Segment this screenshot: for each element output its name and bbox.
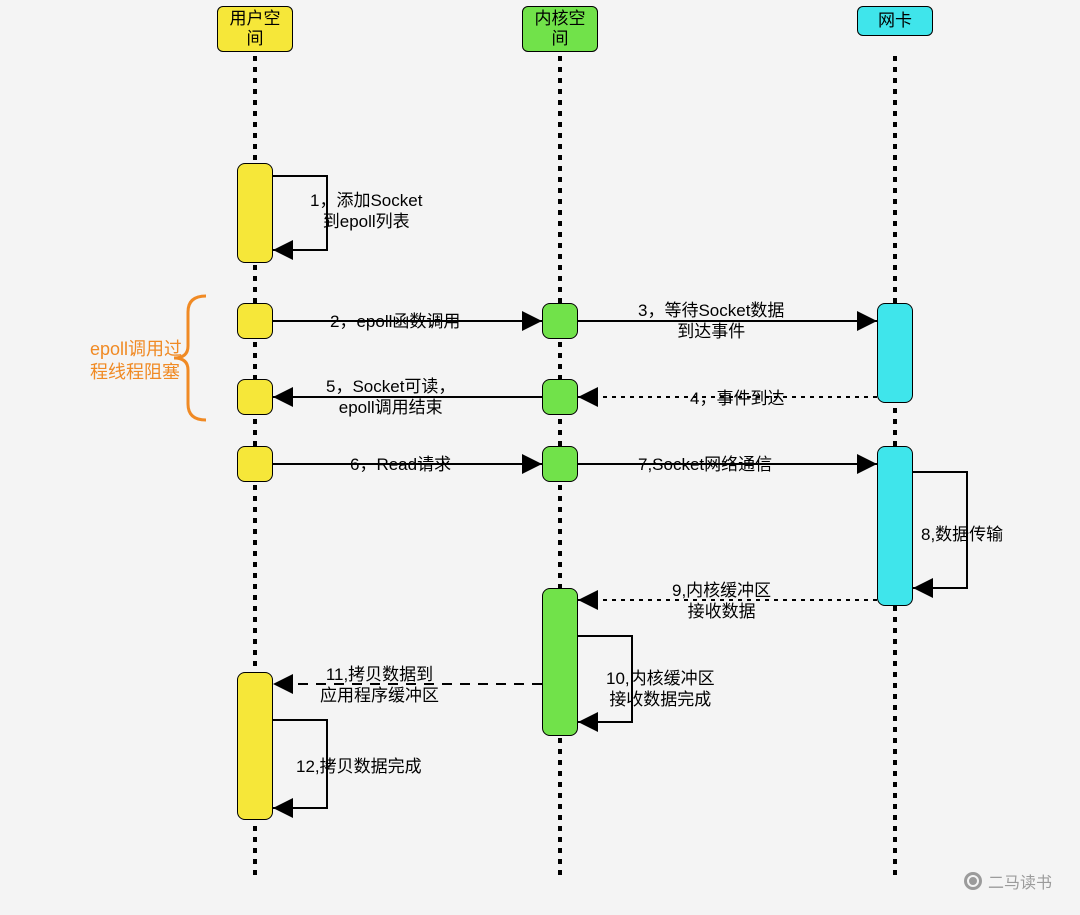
activation-a-kern-4: [542, 588, 578, 736]
message-label-m6: 6，Read请求: [350, 454, 451, 475]
activation-a-kern-3: [542, 446, 578, 482]
lane-label: 网卡: [878, 11, 912, 31]
message-label-m10: 10,内核缓冲区 接收数据完成: [606, 668, 715, 711]
message-label-m1: 1，添加Socket 到epoll列表: [310, 190, 422, 233]
message-label-m2: 2，epoll函数调用: [330, 311, 460, 332]
lane-label: 内核空 间: [535, 9, 586, 50]
activation-a-user-1: [237, 163, 273, 263]
message-label-m3: 3，等待Socket数据 到达事件: [638, 300, 784, 343]
message-label-m7: 7,Socket网络通信: [638, 454, 772, 475]
message-label-m12: 12,拷贝数据完成: [296, 756, 422, 777]
activation-a-user-2: [237, 303, 273, 339]
activation-a-nic-1: [877, 303, 913, 403]
diagram-svg: [0, 0, 1080, 915]
lane-header-user: 用户空 间: [217, 6, 293, 52]
bracket-label: epoll调用过 程线程阻塞: [90, 338, 182, 385]
watermark-text: 二马读书: [988, 869, 1052, 893]
watermark: 二马读书: [964, 869, 1052, 893]
message-label-m11: 11,拷贝数据到 应用程序缓冲区: [320, 664, 439, 707]
activation-a-nic-2: [877, 446, 913, 606]
lane-header-nic: 网卡: [857, 6, 933, 36]
activation-a-user-3: [237, 379, 273, 415]
activation-a-user-5: [237, 672, 273, 820]
message-label-m9: 9,内核缓冲区 接收数据: [672, 580, 771, 623]
activation-a-user-4: [237, 446, 273, 482]
message-label-m8: 8,数据传输: [921, 524, 1003, 545]
message-label-m5: 5，Socket可读， epoll调用结束: [326, 376, 455, 419]
sequence-diagram: 二马读书 用户空 间 内核空 间 网卡 1，添加Socket 到epoll列表 2，ep…: [0, 0, 1080, 915]
lane-label: 用户空 间: [230, 9, 281, 50]
watermark-icon: [964, 872, 982, 890]
message-label-m4: 4，事件到达: [690, 388, 784, 409]
activation-a-kern-1: [542, 303, 578, 339]
lane-header-kernel: 内核空 间: [522, 6, 598, 52]
activation-a-kern-2: [542, 379, 578, 415]
